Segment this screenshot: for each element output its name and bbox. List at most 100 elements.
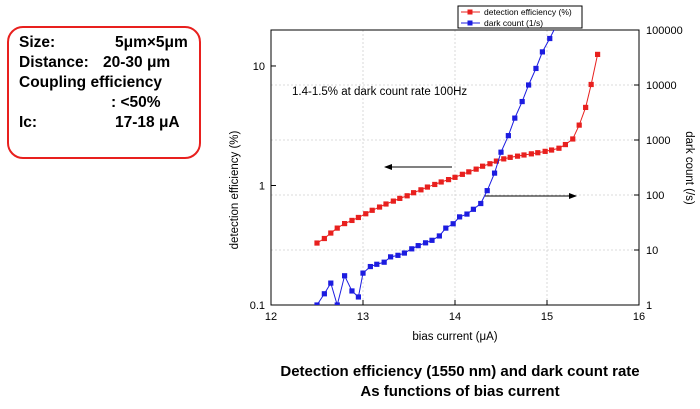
efficiency-point xyxy=(549,147,555,153)
efficiency-point xyxy=(562,141,568,148)
efficiency-point xyxy=(328,230,334,236)
efficiency-point xyxy=(418,187,424,193)
dark-count-point xyxy=(450,221,456,227)
efficiency-point xyxy=(466,169,472,175)
efficiency-point xyxy=(314,240,320,246)
efficiency-point xyxy=(376,204,383,210)
efficiency-point xyxy=(438,179,444,185)
efficiency-point xyxy=(542,148,548,154)
dark-count-point xyxy=(415,243,421,249)
dark-count-point xyxy=(539,49,545,55)
spec-value: 20-30 μm xyxy=(103,54,171,71)
dark-count-point xyxy=(436,233,442,239)
efficiency-point xyxy=(535,150,541,156)
legend-efficiency-label: detection efficiency (%) xyxy=(484,7,572,17)
y-right-tick-label: 100 xyxy=(646,190,664,202)
dark-count-point xyxy=(374,261,380,267)
dark-count-point xyxy=(491,170,498,176)
dark-count-point xyxy=(355,294,361,300)
legend-efficiency-marker xyxy=(467,9,473,15)
efficiency-point xyxy=(473,166,479,172)
spec-label: Size: xyxy=(19,34,56,51)
spec-row-coupling: Coupling efficiency xyxy=(19,73,189,93)
efficiency-point xyxy=(501,156,507,162)
dark-count-point xyxy=(388,254,394,260)
dark-count-point xyxy=(519,98,525,105)
efficiency-point xyxy=(369,207,375,213)
efficiency-point xyxy=(342,220,348,227)
y-right-tick-label: 1000 xyxy=(646,135,670,147)
efficiency-point xyxy=(595,51,601,57)
dark-count-point xyxy=(334,302,340,305)
axis-ticks: 12 13 14 15 16 0.1 1 10 1 10 100 1000 10000 100000 xyxy=(250,25,683,323)
dark-count-point xyxy=(381,259,387,265)
y-right-tick-label: 10000 xyxy=(646,80,677,92)
dark-count-point xyxy=(547,35,553,42)
efficiency-point xyxy=(528,151,534,157)
legend-darkcount-marker xyxy=(467,20,473,26)
legend-box xyxy=(457,5,583,29)
dark-count-point xyxy=(395,252,401,258)
caption-line-1: Detection efficiency (1550 nm) and dark … xyxy=(280,363,640,380)
efficiency-point xyxy=(514,153,521,159)
dark-count-point xyxy=(512,115,518,121)
efficiency-point xyxy=(321,235,327,242)
efficiency-point xyxy=(576,122,582,128)
dark-count-point xyxy=(360,270,366,276)
efficiency-point xyxy=(355,214,361,221)
efficiency-point xyxy=(583,104,589,111)
x-tick-label: 15 xyxy=(541,311,553,323)
efficiency-point xyxy=(397,195,403,201)
efficiency-point xyxy=(404,193,410,199)
legend: detection efficiency (%) dark count (1/s… xyxy=(457,5,583,29)
efficiency-point xyxy=(459,171,465,177)
x-tick-label: 12 xyxy=(265,311,277,323)
efficiency-point xyxy=(383,201,389,207)
dark-count-point xyxy=(328,280,334,286)
dark-count-point xyxy=(484,188,490,194)
figure-caption: Detection efficiency (1550 nm) and dark … xyxy=(220,362,700,402)
efficiency-point xyxy=(411,190,417,196)
y-left-tick-label: 10 xyxy=(253,61,265,73)
efficiency-point xyxy=(570,136,576,142)
efficiency-point xyxy=(480,163,486,169)
series xyxy=(314,30,601,305)
x-tick-label: 14 xyxy=(449,311,461,323)
spec-label: Distance: xyxy=(19,54,89,71)
spec-value: : <50% xyxy=(111,94,161,111)
y-right-tick-label: 10 xyxy=(646,245,658,257)
efficiency-point xyxy=(487,161,493,167)
efficiency-point xyxy=(334,225,340,231)
dark-count-point xyxy=(422,240,429,246)
efficiency-point xyxy=(493,158,499,164)
dark-count-point xyxy=(429,237,435,243)
spec-row-size: Size: 5μm×5μm xyxy=(19,33,189,53)
efficiency-point xyxy=(390,198,396,204)
spec-value: 17-18 μA xyxy=(115,114,180,131)
dark-count-point xyxy=(464,211,470,217)
x-axis-label: bias current (μA) xyxy=(412,331,497,343)
dark-count-point xyxy=(505,133,511,139)
dark-count-line xyxy=(316,30,555,305)
y-left-tick-label: 0.1 xyxy=(250,300,265,312)
spec-value: 5μm×5μm xyxy=(115,34,188,51)
efficiency-point xyxy=(424,184,430,190)
dark-count-point xyxy=(470,206,476,212)
dark-count-point xyxy=(526,82,532,88)
dark-count-point xyxy=(401,250,407,256)
spec-row-coupling-value: : <50% xyxy=(19,93,189,113)
spec-label: Ic: xyxy=(19,114,38,131)
dark-count-point xyxy=(409,246,415,252)
caption-line-2: As functions of bias current xyxy=(360,383,560,400)
dark-count-point xyxy=(457,214,463,220)
spec-row-distance: Distance: 20-30 μm xyxy=(19,53,189,73)
x-tick-label: 16 xyxy=(633,311,645,323)
spec-row-ic: Ic: 17-18 μA xyxy=(19,113,189,133)
efficiency-point xyxy=(588,81,594,88)
efficiency-point xyxy=(445,177,452,183)
dark-count-point xyxy=(314,302,320,305)
dark-count-point xyxy=(349,288,355,294)
dark-count-point xyxy=(443,225,449,231)
annotation-text: 1.4-1.5% at dark count rate 100Hz xyxy=(292,86,467,98)
specs-box: Size: 5μm×5μm Distance: 20-30 μm Couplin… xyxy=(7,26,201,159)
